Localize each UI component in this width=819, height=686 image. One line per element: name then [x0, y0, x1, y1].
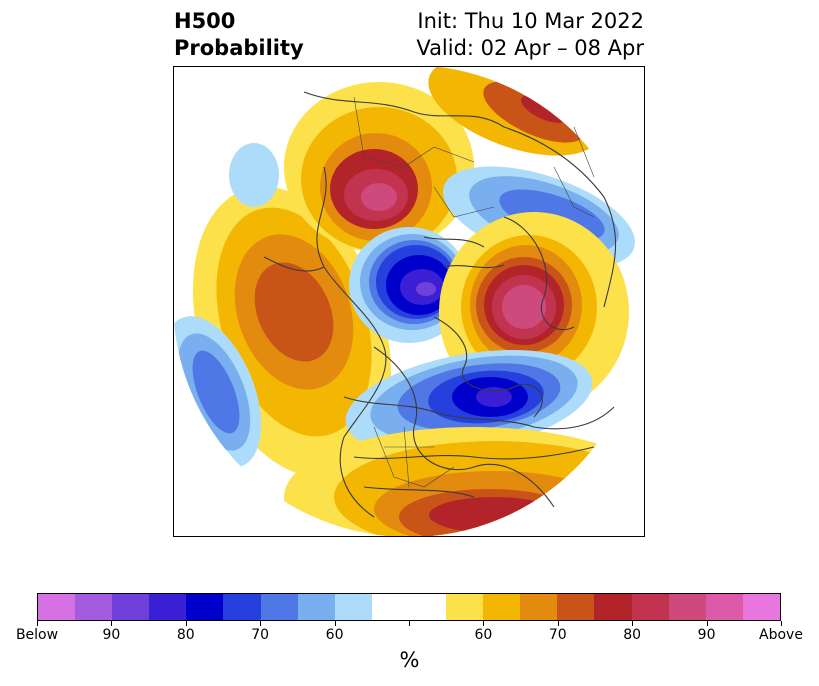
colorbar-segment	[149, 594, 187, 620]
colorbar-segment	[297, 594, 335, 620]
colorbar-tick-label: 90	[102, 627, 121, 643]
anomaly-polar-negative	[349, 227, 469, 343]
colorbar-ticks: Below 90 80 70 60 60 70 80 90 Above	[16, 621, 803, 651]
map-canvas	[174, 67, 644, 536]
colorbar-tick-label: 60	[325, 627, 344, 643]
coastlines	[263, 91, 617, 518]
colorbar-tick-label: 60	[474, 627, 493, 643]
colorbar	[37, 593, 781, 621]
colorbar-unit: %	[399, 648, 420, 672]
colorbar-tick	[781, 621, 782, 626]
colorbar-tick-label: 80	[176, 627, 195, 643]
colorbar-tick	[111, 621, 113, 626]
colorbar-tick-label: 70	[251, 627, 270, 643]
forecast-dates: Init: Thu 10 Mar 2022 Valid: 02 Apr – 08…	[416, 8, 644, 62]
colorbar-segment	[75, 594, 113, 620]
anomaly-siberia-positive	[284, 67, 600, 252]
colorbar-tick	[409, 621, 410, 626]
colorbar-segment	[705, 594, 743, 620]
colorbar-tick-label: 80	[623, 627, 642, 643]
colorbar-segment	[520, 594, 558, 620]
colorbar-segment	[223, 594, 261, 620]
colorbar-segment	[334, 594, 372, 620]
init-date: Init: Thu 10 Mar 2022	[417, 9, 644, 33]
colorbar-tick-label: 70	[548, 627, 567, 643]
anomaly-greenland-positive	[439, 212, 629, 412]
colorbar-tick	[706, 621, 708, 626]
valid-range: Valid: 02 Apr – 08 Apr	[416, 36, 644, 60]
colorbar-segment	[594, 594, 632, 620]
colorbar-segment	[668, 594, 706, 620]
title-field: Probability	[174, 36, 304, 60]
colorbar-tick	[185, 621, 187, 626]
colorbar-tick	[260, 621, 262, 626]
colorbar-tick	[483, 621, 485, 626]
colorbar-segment	[446, 594, 484, 620]
colorbar-segment	[408, 594, 447, 620]
colorbar-segment	[371, 594, 409, 620]
colorbar-tick-label: Below	[15, 627, 59, 643]
colorbar-tick	[557, 621, 559, 626]
colorbar-segment	[260, 594, 298, 620]
probability-map	[173, 66, 645, 537]
colorbar-tick	[334, 621, 336, 626]
colorbar-segment	[483, 594, 521, 620]
colorbar-segment	[186, 594, 224, 620]
anomaly-aleutian-negative	[229, 143, 279, 207]
colorbar-tick-label: 90	[697, 627, 716, 643]
chart-title: H500 Probability	[174, 8, 304, 62]
colorbar-tick	[632, 621, 634, 626]
colorbar-segment	[557, 594, 595, 620]
colorbar-segment	[631, 594, 669, 620]
colorbar-segment	[742, 594, 780, 620]
colorbar-segment	[112, 594, 150, 620]
political-borders	[353, 96, 595, 488]
colorbar-tick-label: Above	[759, 627, 803, 643]
colorbar-segment	[38, 594, 76, 620]
title-variable: H500	[174, 9, 236, 33]
colorbar-tick	[37, 621, 38, 626]
